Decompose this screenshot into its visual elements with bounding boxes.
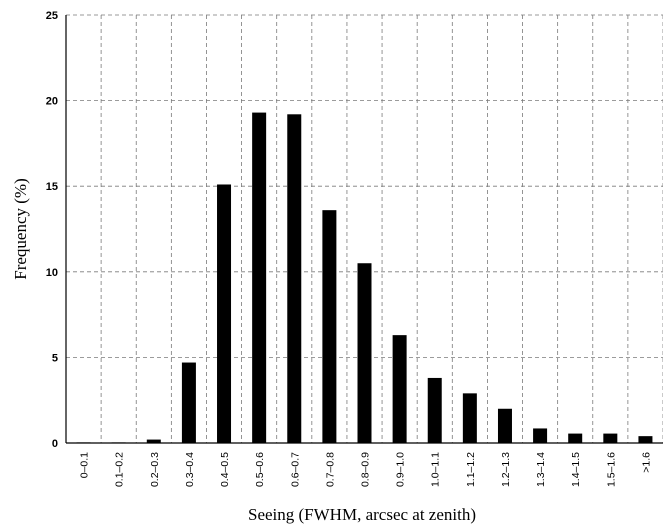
bar	[533, 428, 548, 443]
x-tick-label: 0.6–0.7	[289, 452, 301, 487]
x-tick-label: 1.4–1.5	[570, 452, 582, 487]
x-tick-label: 0.9–1.0	[395, 452, 407, 487]
bar	[322, 210, 337, 443]
bar	[357, 263, 372, 443]
bar	[146, 439, 161, 443]
y-tick-label: 20	[46, 96, 58, 108]
x-tick-label: 1.2–1.3	[500, 452, 512, 487]
x-tick-label: 1.1–1.2	[465, 452, 477, 487]
x-tick-label: >1.6	[640, 452, 652, 473]
x-tick-label: 0.4–0.5	[219, 452, 231, 487]
bar	[603, 433, 618, 443]
y-tick-labels: 0 5 10 15 20 25	[46, 10, 58, 450]
bars	[76, 112, 653, 444]
bar	[392, 335, 407, 443]
x-tick-label: 0.8–0.9	[360, 452, 372, 487]
y-tick-label: 5	[52, 352, 58, 364]
bar	[181, 362, 196, 443]
x-tick-labels: 0–0.1 0.1–0.2 0.2–0.3 0.3–0.4 0.4–0.5 0.5–0.6…	[79, 452, 653, 487]
x-tick-label: 1.5–1.6	[605, 452, 617, 487]
x-tick-label: 0.2–0.3	[149, 452, 161, 487]
x-tick-label: 0–0.1	[79, 452, 91, 478]
y-tick-label: 25	[46, 10, 58, 22]
grid-lines	[66, 14, 663, 443]
bar	[427, 377, 442, 443]
x-axis-title: Seeing (FWHM, arcsec at zenith)	[248, 505, 476, 524]
x-tick-label: 0.5–0.6	[254, 452, 266, 487]
x-tick-label: 1.3–1.4	[535, 452, 547, 487]
x-tick-label: 0.7–0.8	[324, 452, 336, 487]
bar	[287, 114, 302, 444]
bar	[497, 408, 512, 443]
bar	[568, 433, 583, 443]
bar	[638, 436, 653, 443]
bar	[252, 112, 267, 444]
x-tick-label: 0.3–0.4	[184, 452, 196, 487]
y-tick-label: 0	[52, 438, 58, 450]
bar	[462, 393, 477, 443]
bar	[217, 184, 232, 443]
x-tick-label: 0.1–0.2	[114, 452, 126, 487]
y-axis-title: Frequency (%)	[11, 178, 30, 280]
y-tick-label: 10	[46, 267, 58, 279]
axes	[65, 15, 663, 444]
x-tick-label: 1.0–1.1	[430, 452, 442, 487]
y-tick-label: 15	[46, 181, 58, 193]
